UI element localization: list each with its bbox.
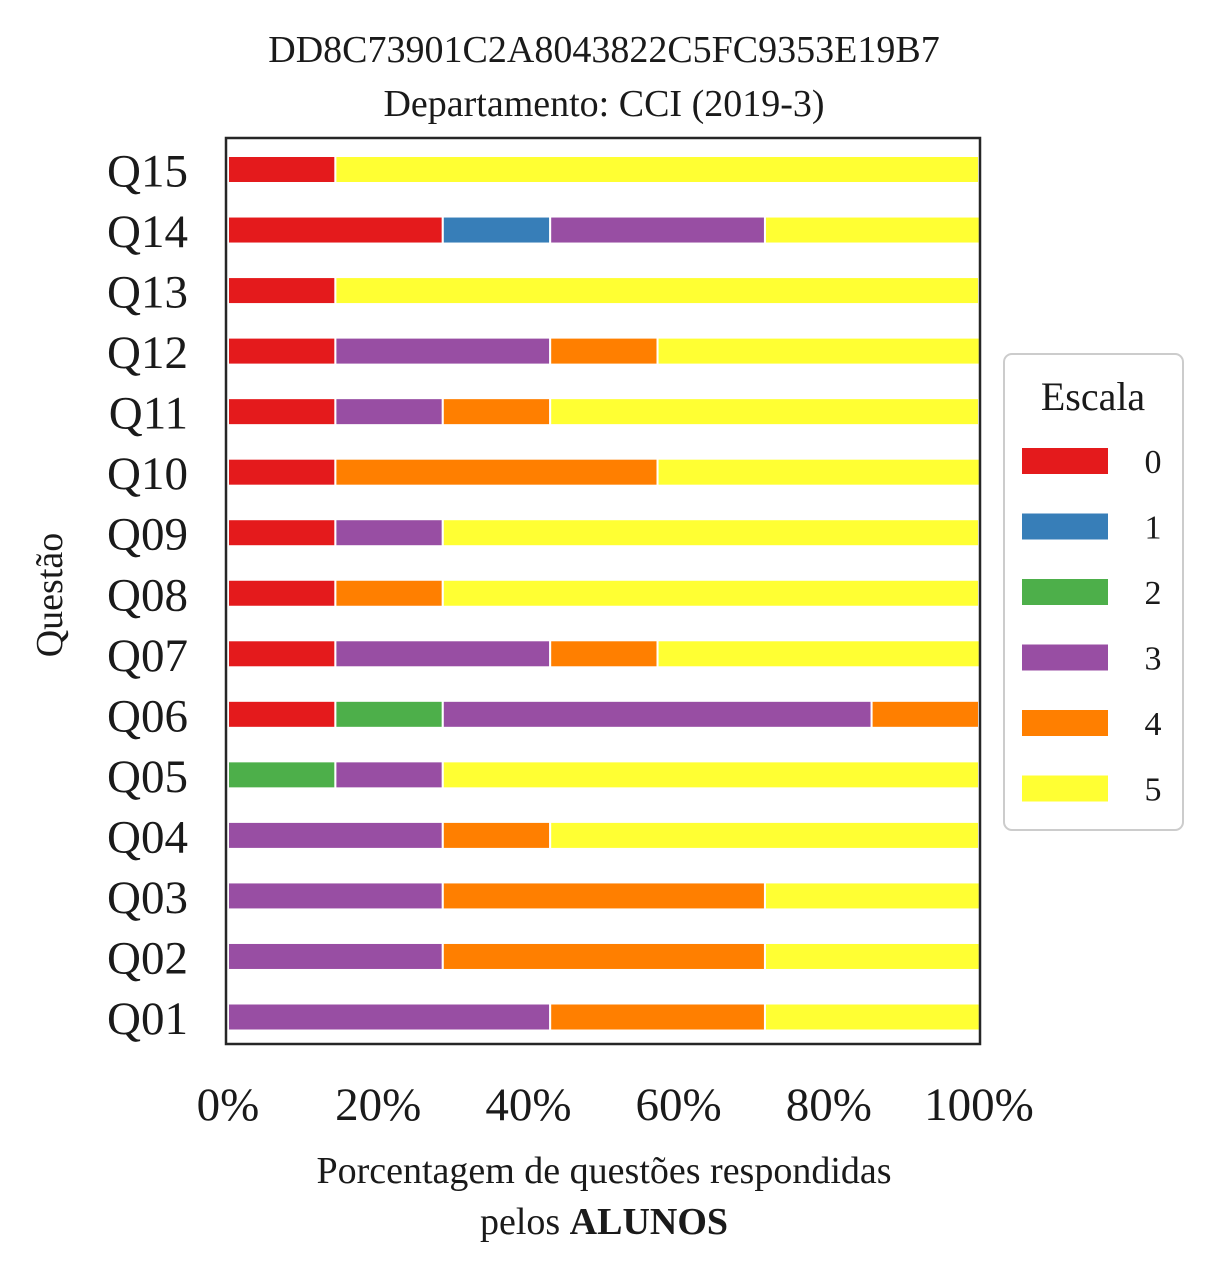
bar-q07-scale-5 (656, 639, 981, 669)
legend-swatch-4 (1022, 710, 1108, 736)
legend-swatch-0 (1022, 448, 1108, 474)
x-axis-label-line2: pelos ALUNOS (480, 1201, 728, 1243)
bar-q10-scale-0 (227, 457, 337, 487)
y-tick-label-q10: Q10 (107, 448, 188, 500)
bar-q12-scale-0 (227, 336, 337, 366)
bar-q14-scale-3 (549, 215, 766, 245)
legend: Escala 0 1 2 3 4 5 (1003, 353, 1184, 831)
legend-swatch-2 (1022, 579, 1108, 605)
bar-q04-scale-4 (441, 820, 552, 850)
bar-q14-scale-5 (763, 215, 981, 245)
legend-label-1: 1 (1145, 510, 1162, 547)
bar-q09-scale-3 (334, 518, 444, 548)
y-tick-label-q13: Q13 (107, 267, 188, 319)
bar-q08-scale-0 (227, 578, 337, 608)
bar-q06-scale-3 (441, 699, 873, 729)
bar-q04-scale-3 (227, 820, 444, 850)
legend-swatch-5 (1022, 775, 1108, 802)
bar-q15-scale-5 (334, 155, 980, 184)
x-tick-label: 80% (786, 1079, 872, 1131)
x-axis-label-bold: ALUNOS (570, 1201, 728, 1243)
bar-q02-scale-4 (441, 941, 766, 971)
plot-frame (224, 136, 982, 1046)
bar-q10-scale-5 (656, 457, 981, 487)
legend-label-3: 3 (1145, 641, 1162, 678)
y-tick-label-q09: Q09 (107, 509, 188, 561)
y-tick-labels: Q01 Q02 Q03 Q04 Q05 Q06 Q07 Q08 Q09 Q10 Q11 Q12 Q13 Q… (107, 146, 188, 1046)
bar-q01-scale-5 (763, 1002, 981, 1032)
legend-label-2: 2 (1145, 575, 1162, 612)
legend-swatch-1 (1022, 513, 1108, 540)
bar-q13-scale-5 (334, 276, 980, 306)
bar-q03-scale-5 (763, 881, 981, 911)
bar-q08-scale-4 (334, 578, 444, 608)
bar-q15-scale-0 (227, 155, 337, 184)
x-tick-labels: 0% 20% 40% 60% 80% 100% (197, 1079, 1034, 1131)
bar-q09-scale-5 (441, 518, 980, 548)
bar-q13-scale-0 (227, 276, 337, 306)
bar-q12-scale-4 (549, 336, 659, 366)
bar-q04-scale-5 (549, 820, 981, 850)
y-tick-label-q01: Q01 (107, 993, 188, 1045)
y-axis-label: Questão (29, 533, 71, 658)
legend-swatch-3 (1022, 644, 1108, 671)
legend-items: 0 1 2 3 4 5 (1022, 444, 1162, 809)
bar-q14-scale-1 (441, 215, 552, 245)
bar-q05-scale-5 (441, 760, 980, 790)
y-tick-label-q14: Q14 (107, 206, 188, 258)
x-tick-label: 60% (636, 1079, 722, 1131)
bar-q11-scale-0 (227, 397, 337, 427)
legend-title: Escala (1041, 374, 1146, 419)
y-tick-label-q11: Q11 (109, 388, 188, 440)
x-tick-label: 40% (485, 1079, 571, 1131)
bar-q12-scale-3 (334, 336, 552, 366)
x-axis-label: Porcentagem de questões respondidas (316, 1150, 891, 1192)
y-tick-label-q15: Q15 (107, 146, 188, 198)
bar-q03-scale-4 (441, 881, 766, 911)
y-tick-label-q12: Q12 (107, 327, 188, 379)
bar-q07-scale-3 (334, 639, 552, 669)
bar-q02-scale-5 (763, 941, 981, 971)
bar-q06-scale-0 (227, 699, 337, 729)
legend-label-4: 4 (1145, 706, 1162, 743)
bar-q14-scale-0 (227, 215, 444, 245)
bar-q09-scale-0 (227, 518, 337, 548)
chart-title: DD8C73901C2A8043822C5FC9353E19B7 (268, 29, 939, 71)
bar-q07-scale-4 (549, 639, 659, 669)
bar-q11-scale-5 (549, 397, 981, 427)
bar-q08-scale-5 (441, 578, 980, 608)
x-tick-label: 20% (335, 1079, 421, 1131)
x-tick-label: 100% (924, 1079, 1034, 1131)
legend-label-5: 5 (1145, 772, 1162, 809)
y-tick-label-q06: Q06 (107, 690, 188, 742)
y-tick-label-q02: Q02 (107, 932, 188, 984)
bar-q01-scale-3 (227, 1002, 552, 1032)
bar-q12-scale-5 (656, 336, 981, 366)
y-tick-label-q07: Q07 (107, 630, 188, 682)
bar-q06-scale-4 (870, 699, 980, 729)
y-tick-label-q08: Q08 (107, 569, 188, 621)
bar-q05-scale-2 (227, 760, 337, 790)
bar-q05-scale-3 (334, 760, 444, 790)
y-tick-label-q05: Q05 (107, 751, 188, 803)
bar-q02-scale-3 (227, 941, 444, 971)
bar-q11-scale-3 (334, 397, 444, 427)
chart-subtitle: Departamento: CCI (2019-3) (383, 83, 824, 125)
legend-label-0: 0 (1145, 444, 1162, 481)
x-tick-label: 0% (197, 1079, 260, 1131)
bars-group (227, 155, 981, 1032)
bar-q01-scale-4 (549, 1002, 766, 1032)
bar-q07-scale-0 (227, 639, 337, 669)
y-tick-label-q03: Q03 (107, 872, 188, 924)
bar-q06-scale-2 (334, 699, 444, 729)
bar-q10-scale-4 (334, 457, 659, 487)
bar-q11-scale-4 (441, 397, 552, 427)
x-axis-label-prefix: pelos (480, 1201, 570, 1243)
bar-q03-scale-3 (227, 881, 444, 911)
y-tick-label-q04: Q04 (107, 811, 188, 863)
